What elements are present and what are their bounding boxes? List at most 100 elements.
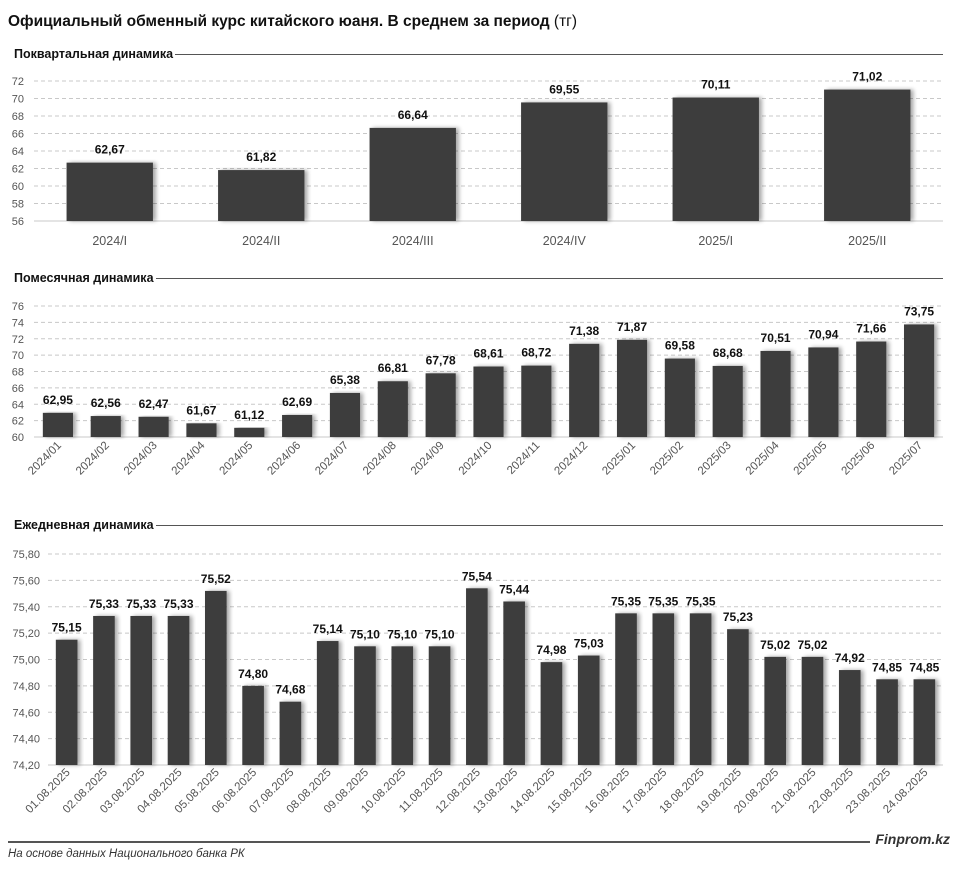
y-tick-label: 75,40	[12, 602, 40, 614]
x-tick-label: 2025/II	[848, 234, 886, 248]
x-tick-label: 2025/I	[698, 234, 733, 248]
y-tick-label: 62	[12, 416, 24, 428]
bar	[428, 646, 451, 765]
bar	[913, 679, 936, 765]
quarterly-bar-chart: 56 58 60 62 64 66 68 70 72 62,67 2024/I 61,82 2024/I…	[12, 70, 943, 248]
data-label: 61,82	[246, 150, 276, 164]
y-tick-label: 74,60	[12, 707, 40, 719]
bar	[503, 601, 525, 765]
bar	[616, 339, 648, 437]
y-tick-label: 66	[12, 129, 24, 141]
data-label: 62,95	[43, 393, 73, 407]
bar	[569, 343, 600, 437]
bar	[130, 615, 153, 765]
y-tick-label: 74,80	[12, 681, 40, 693]
y-tick-label: 60	[12, 181, 24, 193]
y-tick-label: 68	[12, 111, 24, 123]
bar	[329, 392, 361, 437]
bar	[391, 646, 414, 765]
data-label: 73,75	[904, 304, 934, 318]
x-tick-label: 2024/08	[361, 440, 399, 478]
x-tick-label: 2024/III	[392, 234, 434, 248]
x-tick-label: 2024/05	[218, 440, 256, 478]
data-label: 75,54	[462, 569, 492, 583]
x-tick-label: 2024/04	[170, 439, 208, 477]
x-tick-label: 2025/02	[648, 440, 686, 478]
bar	[838, 670, 861, 765]
data-label: 66,81	[378, 361, 408, 375]
monthly-section-header: Помесячная динамика	[14, 270, 943, 286]
data-label: 75,33	[164, 597, 194, 611]
x-tick-label: 2024/01	[26, 440, 64, 478]
data-label: 74,80	[238, 667, 268, 681]
source-note: На основе данных Национального банка РК	[8, 848, 245, 860]
data-label: 74,92	[835, 651, 865, 665]
footer-divider	[8, 841, 870, 843]
data-label: 62,56	[91, 396, 121, 410]
y-tick-label: 62	[12, 164, 24, 176]
data-label: 74,98	[536, 643, 566, 657]
bar	[904, 324, 935, 437]
y-tick-label: 68	[12, 367, 24, 379]
bar	[234, 427, 265, 437]
bar	[66, 162, 153, 221]
x-tick-label: 2024/I	[92, 234, 127, 248]
bar	[615, 613, 637, 765]
bar	[55, 639, 78, 765]
daily-section-title: Ежедневная динамика	[14, 518, 154, 532]
x-tick-label: 2025/07	[887, 440, 925, 478]
data-label: 66,64	[398, 108, 428, 122]
data-label: 70,94	[808, 327, 838, 341]
y-tick-label: 64	[12, 399, 24, 411]
bar	[577, 655, 600, 765]
y-tick-label: 66	[12, 383, 24, 395]
x-tick-label: 2024/06	[265, 440, 303, 478]
bar	[473, 366, 504, 437]
bar	[760, 350, 791, 437]
x-tick-label: 2024/03	[122, 440, 160, 478]
bar	[93, 615, 115, 765]
y-tick-label: 64	[12, 146, 24, 158]
bar	[42, 412, 73, 437]
data-label: 75,02	[797, 638, 827, 652]
data-label: 75,35	[648, 594, 678, 608]
data-label: 75,10	[350, 627, 380, 641]
monthly-section-title: Помесячная динамика	[14, 271, 154, 285]
y-tick-label: 70	[12, 350, 24, 362]
data-label: 62,47	[139, 397, 169, 411]
bar	[856, 341, 887, 437]
y-tick-label: 60	[12, 432, 24, 444]
data-label: 75,33	[89, 597, 119, 611]
data-label: 75,23	[723, 610, 753, 624]
bar	[282, 414, 313, 437]
data-label: 71,02	[852, 70, 882, 84]
title-text: Официальный обменный курс китайского юан…	[8, 13, 550, 30]
x-tick-label: 2025/05	[792, 440, 830, 478]
data-label: 75,52	[201, 572, 231, 586]
bar	[279, 701, 302, 765]
data-label: 68,72	[521, 346, 551, 360]
data-label: 69,58	[665, 339, 695, 353]
bar	[354, 646, 376, 765]
y-tick-label: 72	[12, 334, 24, 346]
data-label: 74,68	[275, 683, 305, 697]
x-tick-label: 2025/01	[600, 440, 638, 478]
bar	[521, 102, 608, 221]
section-divider	[155, 277, 943, 279]
bar	[808, 347, 839, 437]
y-tick-label: 75,80	[12, 549, 40, 561]
data-label: 70,11	[701, 78, 731, 92]
data-label: 75,10	[387, 627, 417, 641]
title-unit: (тг)	[553, 13, 577, 30]
y-tick-label: 74,40	[12, 734, 40, 746]
x-tick-label: 2024/11	[505, 440, 542, 477]
data-label: 68,68	[713, 346, 743, 360]
data-label: 65,38	[330, 373, 360, 387]
bar	[377, 381, 408, 437]
y-tick-label: 75,00	[12, 655, 40, 667]
y-tick-label: 75,20	[12, 628, 40, 640]
data-label: 75,15	[52, 621, 82, 635]
data-label: 75,33	[126, 597, 156, 611]
bar	[801, 656, 824, 765]
data-label: 61,12	[234, 408, 264, 422]
